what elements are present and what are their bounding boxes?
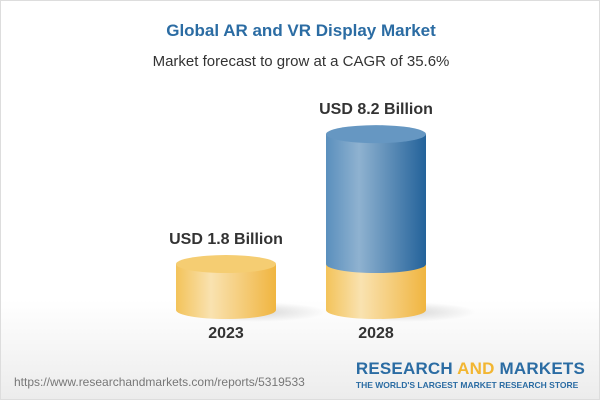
source-url[interactable]: https://www.researchandmarkets.com/repor… <box>14 375 305 389</box>
bar-2028-growth-top <box>326 125 426 144</box>
data-label: USD 1.8 Billion <box>169 231 283 248</box>
data-label: USD 8.2 Billion <box>319 101 433 118</box>
bar-2023-body <box>176 264 276 319</box>
chart-title: Global AR and VR Display Market <box>166 21 436 40</box>
chart-subtitle: Market forecast to grow at a CAGR of 35.… <box>152 53 450 70</box>
bar-2028-base-body <box>326 264 426 319</box>
bar-2023-top <box>176 255 276 274</box>
bar-2028-growth-body <box>326 134 426 274</box>
research-and-markets-logo: RESEARCH AND MARKETS THE WORLD'S LARGEST… <box>355 359 585 390</box>
category-label: 2028 <box>358 325 394 342</box>
category-label: 2023 <box>208 325 244 342</box>
